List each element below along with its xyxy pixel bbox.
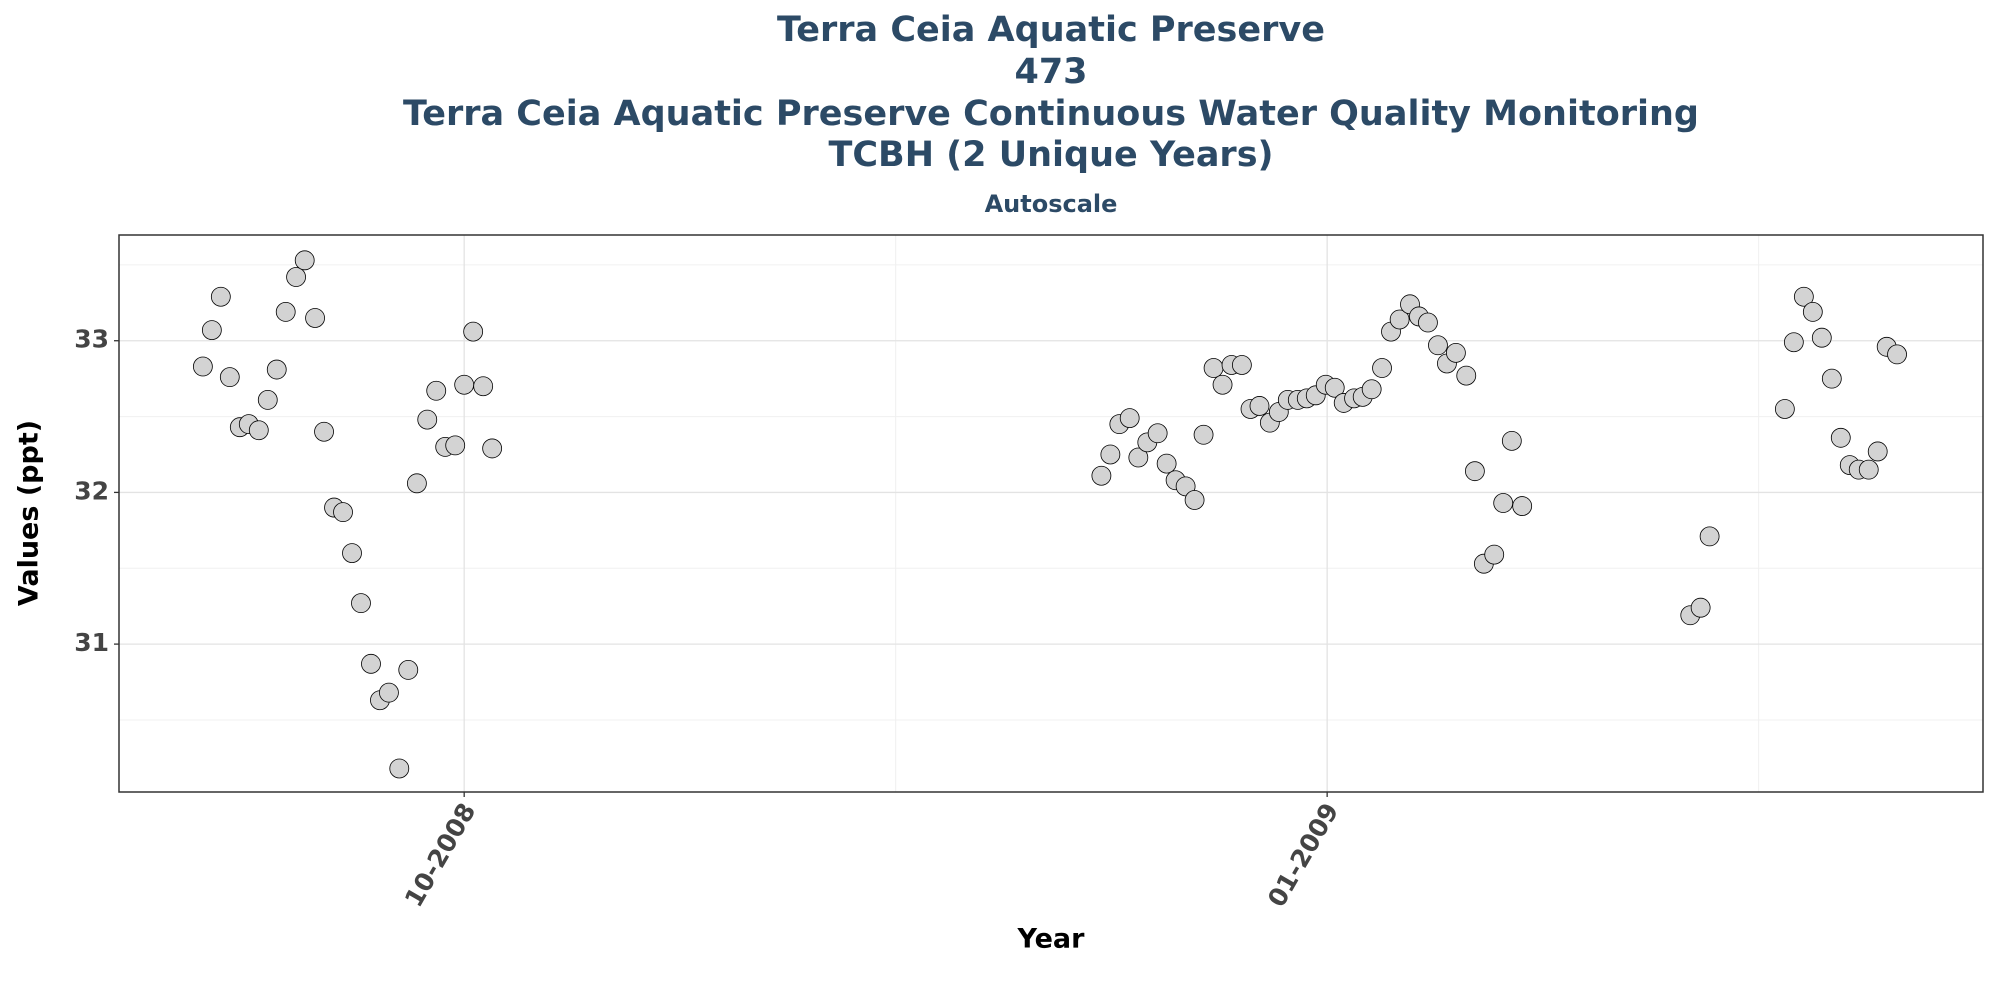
point [482, 438, 503, 459]
point [1774, 399, 1795, 419]
point [266, 359, 287, 380]
point [1464, 461, 1485, 482]
chart-title: Terra Ceia Aquatic Preserve Continuous W… [403, 94, 1699, 134]
point [463, 321, 484, 342]
point [1119, 408, 1140, 428]
x-tick-label: 10-2008 [399, 798, 481, 912]
point [333, 502, 353, 523]
point [275, 302, 296, 322]
chart-title: 473 [1014, 52, 1087, 92]
point [314, 421, 334, 442]
point [1203, 358, 1224, 378]
point [1324, 377, 1345, 398]
point [201, 320, 222, 341]
point [1418, 312, 1438, 333]
point [210, 286, 231, 307]
point [192, 356, 213, 377]
point [398, 659, 419, 680]
point [1830, 427, 1851, 448]
point [219, 367, 240, 388]
point [286, 267, 306, 287]
y-tick-label: 32 [74, 476, 109, 505]
point [1100, 444, 1121, 465]
point [1690, 597, 1711, 618]
point [1783, 332, 1804, 353]
point [1699, 526, 1720, 547]
point [379, 682, 399, 703]
point [1156, 453, 1177, 474]
point [1389, 309, 1410, 330]
y-tick-label: 33 [74, 325, 109, 354]
plot-border [118, 234, 1984, 793]
point [342, 543, 362, 563]
point [473, 376, 494, 397]
point [361, 653, 381, 674]
point [1184, 490, 1205, 510]
point [1793, 286, 1814, 307]
x-tick-label: 01-2009 [1262, 798, 1344, 912]
point [426, 380, 447, 401]
point [1249, 396, 1270, 416]
point [1501, 430, 1522, 451]
point [305, 308, 325, 328]
point [1512, 496, 1533, 516]
chart-title: TCBH (2 Unique Years) [828, 135, 1273, 175]
point [1147, 423, 1168, 444]
point [1212, 374, 1233, 395]
x-axis-title: Year [1017, 924, 1086, 955]
point [351, 593, 371, 614]
point [1446, 342, 1466, 363]
chart-title: Terra Ceia Aquatic Preserve [777, 10, 1325, 50]
y-axis-title: Values (ppt) [14, 420, 45, 606]
point [406, 473, 427, 494]
point [257, 389, 278, 410]
point [1372, 358, 1392, 378]
point [1091, 465, 1112, 486]
point [1231, 355, 1252, 375]
point [1456, 365, 1477, 386]
point [1493, 493, 1514, 513]
point [1887, 344, 1907, 365]
point [445, 435, 466, 456]
point [1128, 447, 1149, 468]
point [294, 250, 315, 271]
point [1821, 368, 1842, 389]
point [389, 758, 410, 779]
point [1867, 441, 1888, 462]
point [1193, 424, 1214, 445]
y-tick-label: 31 [74, 628, 109, 657]
point [1858, 459, 1879, 480]
point [1484, 544, 1505, 565]
point [248, 420, 269, 441]
point [454, 374, 475, 395]
point [1428, 335, 1448, 356]
point [1802, 302, 1823, 322]
chart-subtitle: Autoscale [985, 190, 1118, 218]
point [1361, 379, 1382, 400]
point [1811, 327, 1832, 348]
point [417, 409, 438, 430]
